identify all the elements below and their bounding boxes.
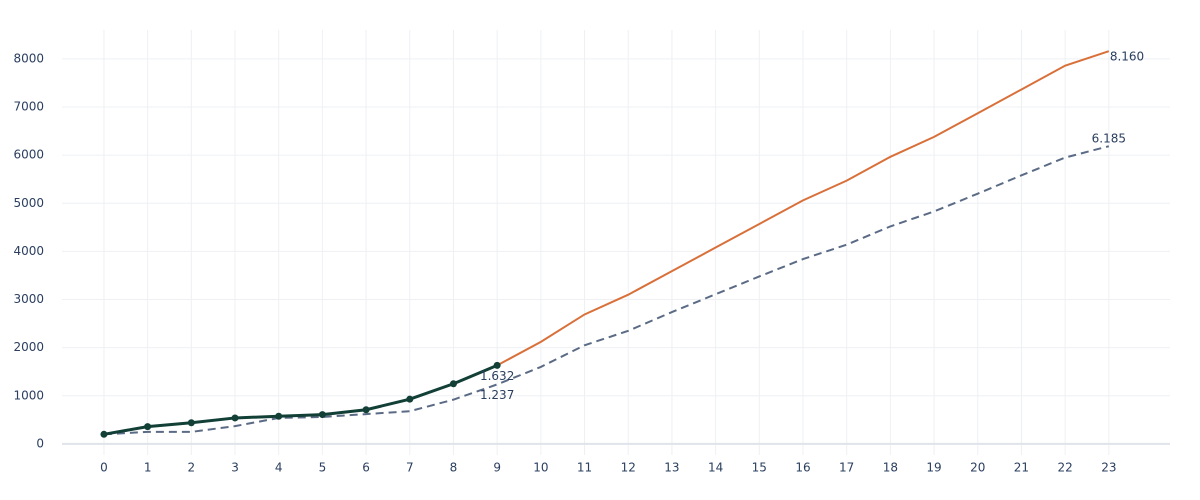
x-tick-label: 22 [1058,461,1073,475]
y-tick-label: 3000 [13,292,44,306]
point [231,414,239,422]
x-tick-label: 7 [406,461,414,475]
y-tick-label: 6000 [13,148,44,162]
x-tick-label: 4 [275,461,283,475]
y-tick-label: 0 [36,436,44,450]
x-tick-label: 16 [795,461,810,475]
y-tick-label: 8000 [13,51,44,65]
point [449,380,457,388]
point [362,406,370,414]
point [318,411,326,419]
x-tick-label: 13 [664,461,679,475]
y-tick-label: 4000 [13,244,44,258]
x-tick-label: 10 [533,461,548,475]
data-label: 8.160 [1110,50,1144,64]
x-tick-label: 11 [577,461,592,475]
data-label: 1.632 [480,369,514,383]
point [493,361,501,369]
y-tick-label: 1000 [13,388,44,402]
point [187,419,195,427]
x-tick-label: 21 [1014,461,1029,475]
data-label: 1.237 [480,388,514,402]
x-tick-label: 15 [752,461,767,475]
point [144,423,152,431]
series-line [103,363,498,436]
x-tick-label: 5 [319,461,327,475]
x-tick-label: 20 [970,461,985,475]
x-tick-label: 8 [450,461,458,475]
x-tick-label: 12 [621,461,636,475]
x-tick-label: 3 [231,461,239,475]
x-tick-label: 14 [708,461,723,475]
x-tick-label: 19 [926,461,941,475]
point [275,412,283,420]
y-tick-label: 5000 [13,196,44,210]
x-tick-label: 9 [493,461,501,475]
x-tick-label: 0 [100,461,108,475]
point [406,395,414,403]
x-tick-label: 2 [188,461,196,475]
x-tick-label: 17 [839,461,854,475]
series-line [103,145,1110,436]
x-tick-label: 1 [144,461,152,475]
x-tick-label: 6 [362,461,370,475]
y-tick-label: 7000 [13,100,44,114]
series-line [496,50,1110,367]
x-tick-label: 18 [883,461,898,475]
x-tick-label: 23 [1101,461,1116,475]
y-tick-label: 2000 [13,340,44,354]
data-label: 6.185 [1092,132,1126,146]
point [100,430,108,438]
